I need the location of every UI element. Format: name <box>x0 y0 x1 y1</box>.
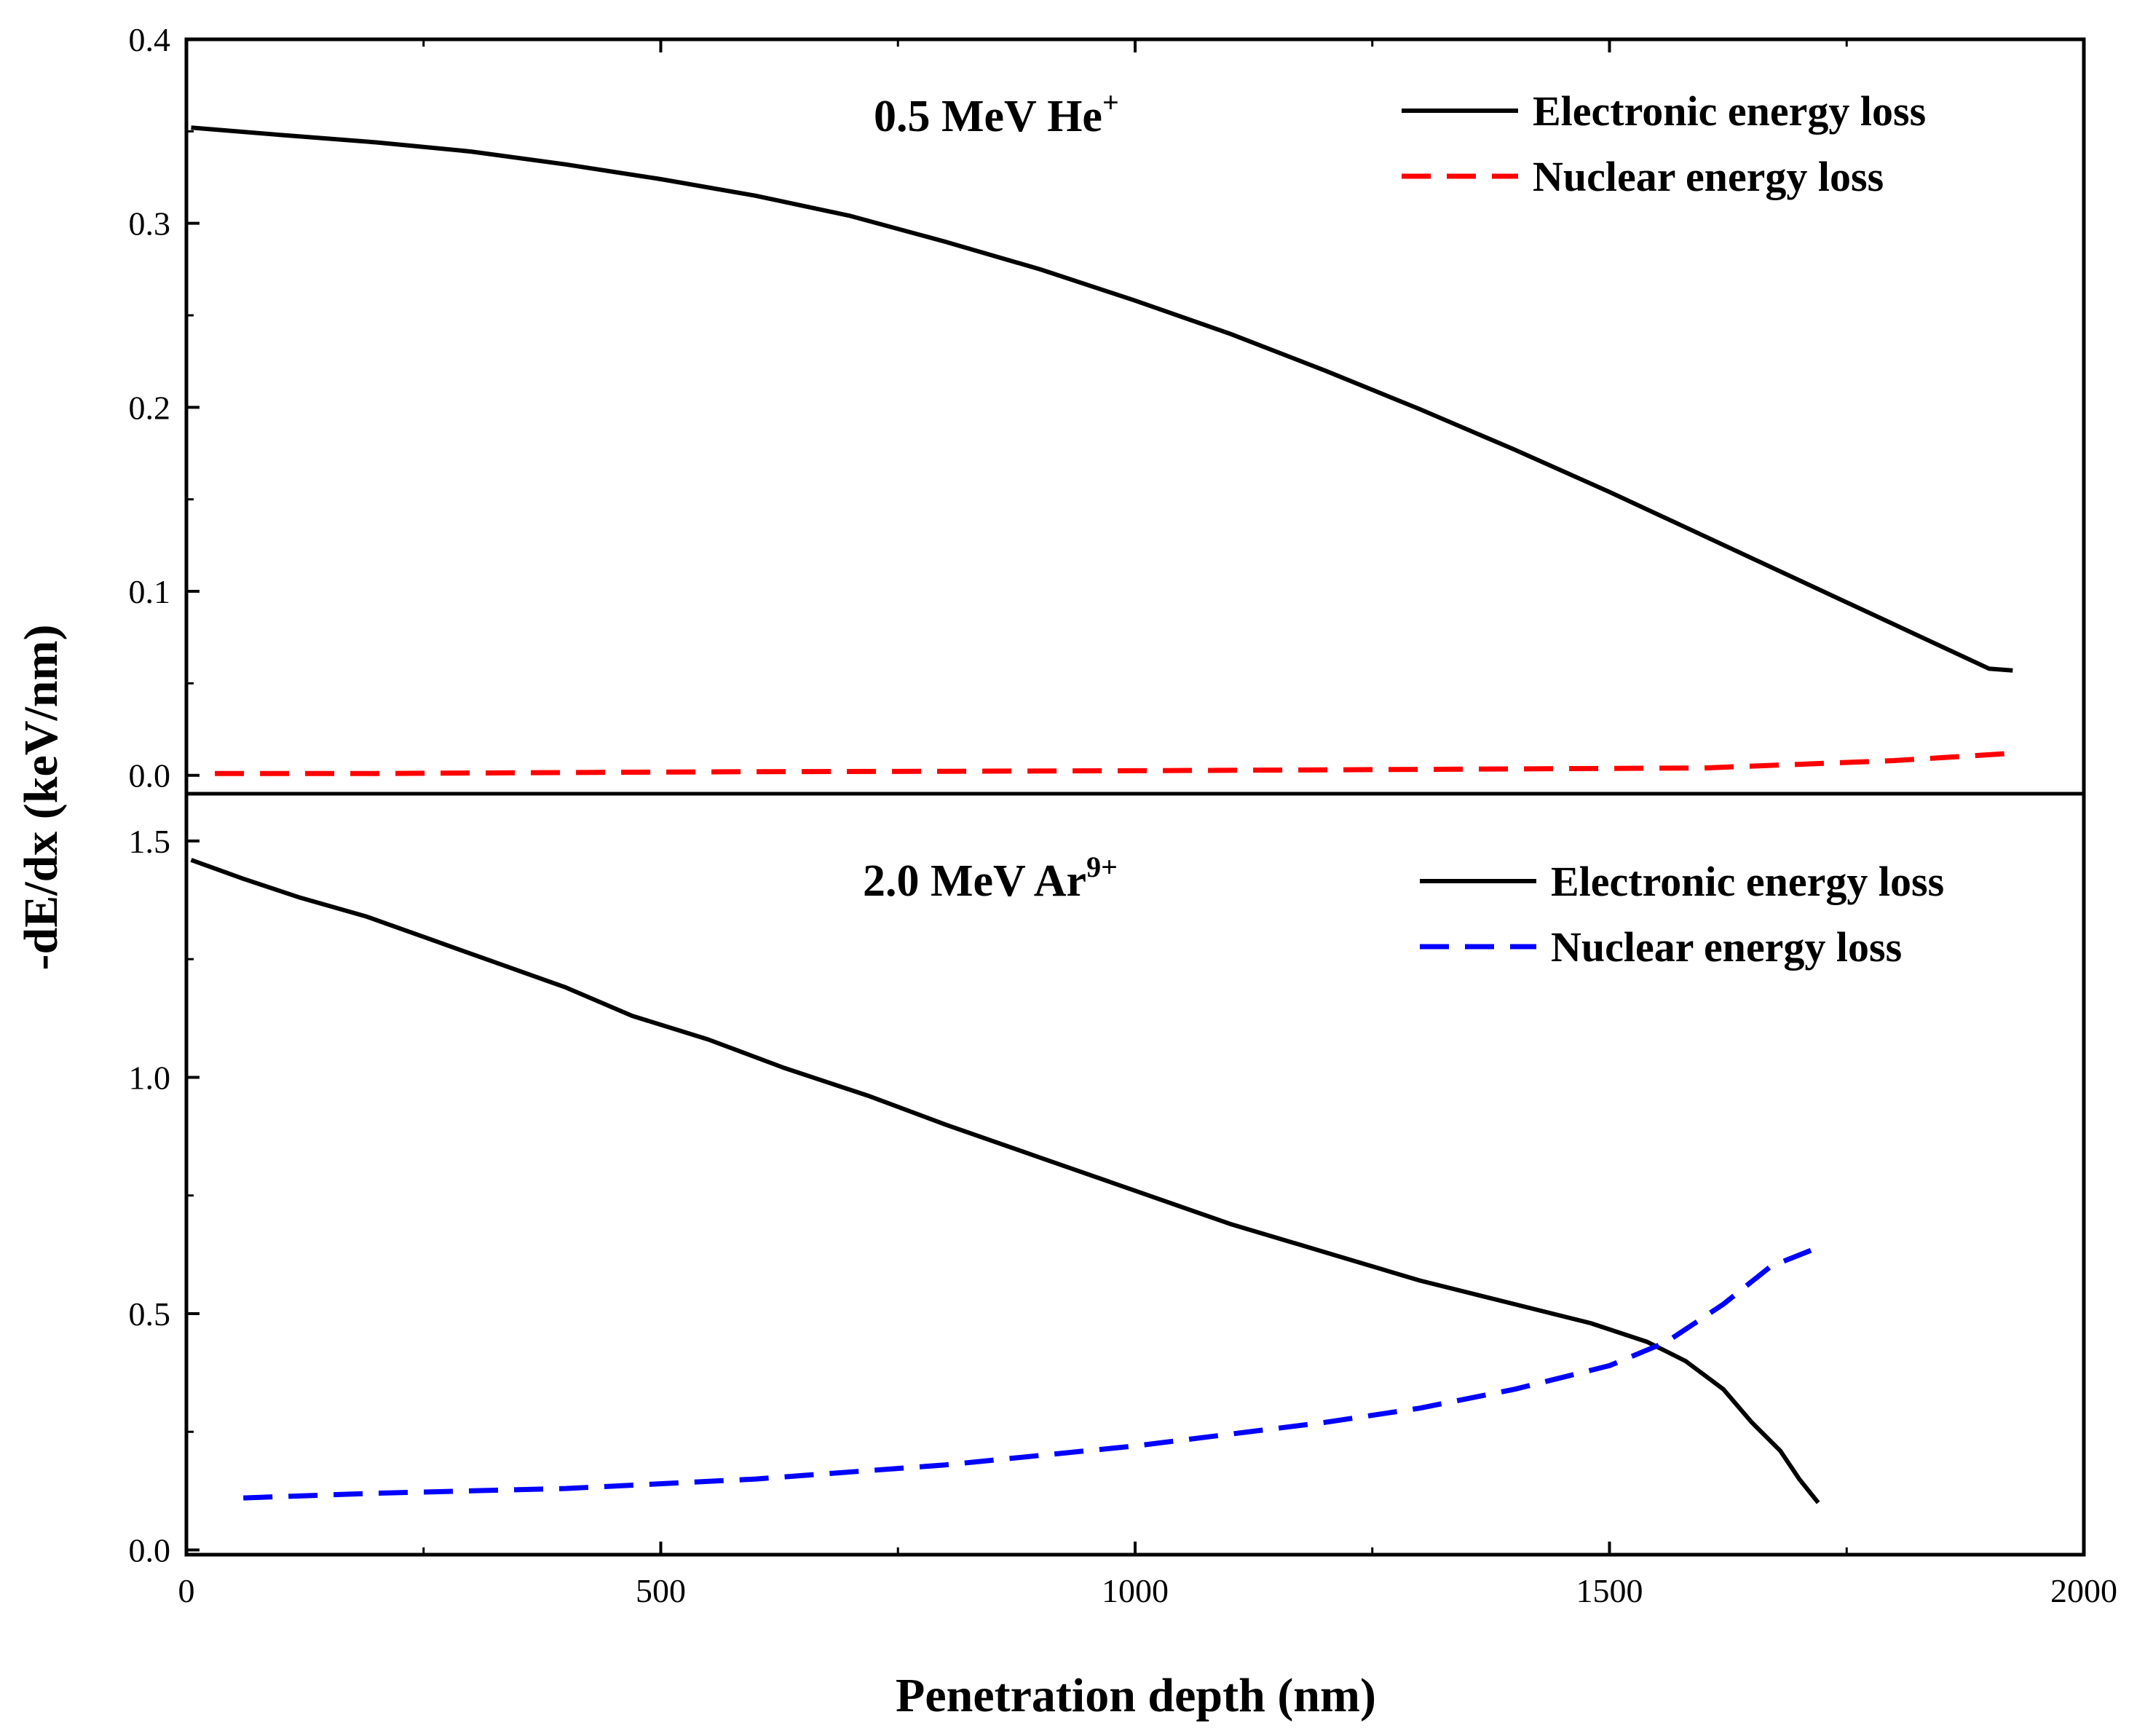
bottom-y-tick-label: 1.5 <box>129 823 171 860</box>
x-tick-label: 500 <box>636 1572 686 1609</box>
top-legend-electronic-label: Electronic energy loss <box>1533 87 1926 135</box>
top-y-ticks: 0.0 0.1 0.2 0.3 0.4 <box>129 21 200 794</box>
top-electronic-energy-loss-line <box>191 125 2013 673</box>
bottom-electronic-energy-loss-line <box>190 858 1820 1504</box>
top-y-tick-label: 0.1 <box>129 573 171 610</box>
x-axis-title: Penetration depth (nm) <box>896 1669 1376 1722</box>
top-series <box>191 125 2013 776</box>
x-tick-label: 2000 <box>2050 1572 2117 1609</box>
bottom-panel: 0.0 0.5 1.0 1.5 2.0 MeV Ar9+ Electronic ene… <box>129 792 2086 1569</box>
top-legend: Electronic energy loss Nuclear energy lo… <box>1402 87 1926 200</box>
bottom-y-ticks: 0.0 0.5 1.0 1.5 <box>129 823 200 1569</box>
bottom-legend-electronic-label: Electronic energy loss <box>1551 858 1944 905</box>
bottom-nuclear-energy-loss-line <box>243 1244 1820 1501</box>
x-tick-label: 1000 <box>1102 1572 1169 1609</box>
bottom-y-tick-label: 1.0 <box>129 1059 171 1096</box>
bottom-panel-title-superscript: 9+ <box>1086 851 1118 883</box>
x-tick-label: 0 <box>178 1572 195 1609</box>
top-legend-nuclear-label: Nuclear energy loss <box>1533 153 1884 200</box>
top-panel: 0.0 0.1 0.2 0.3 0.4 0.5 MeV He+ Electronic e… <box>129 21 2086 796</box>
bottom-panel-frame <box>184 792 2086 1557</box>
top-y-tick-label: 0.3 <box>129 205 171 242</box>
top-nuclear-energy-loss-line <box>215 750 2013 776</box>
bottom-y-tick-label: 0.0 <box>129 1532 171 1569</box>
bottom-series <box>190 858 1820 1504</box>
top-y-tick-label: 0.0 <box>129 757 171 794</box>
x-axis-ticks: 0 500 1000 1500 2000 <box>178 39 2117 1609</box>
y-axis-title: -dE/dx (keV/nm) <box>15 625 68 971</box>
top-panel-title-superscript: + <box>1102 86 1119 119</box>
bottom-y-tick-label: 0.5 <box>129 1295 171 1333</box>
x-tick-label: 1500 <box>1576 1572 1643 1609</box>
top-y-tick-label: 0.4 <box>129 21 171 58</box>
bottom-legend-nuclear-label: Nuclear energy loss <box>1551 923 1902 971</box>
top-panel-title: 0.5 MeV He+ <box>874 86 1119 141</box>
bottom-panel-title: 2.0 MeV Ar9+ <box>863 851 1118 906</box>
top-y-tick-label: 0.2 <box>129 389 171 426</box>
bottom-legend: Electronic energy loss Nuclear energy lo… <box>1420 858 1944 971</box>
